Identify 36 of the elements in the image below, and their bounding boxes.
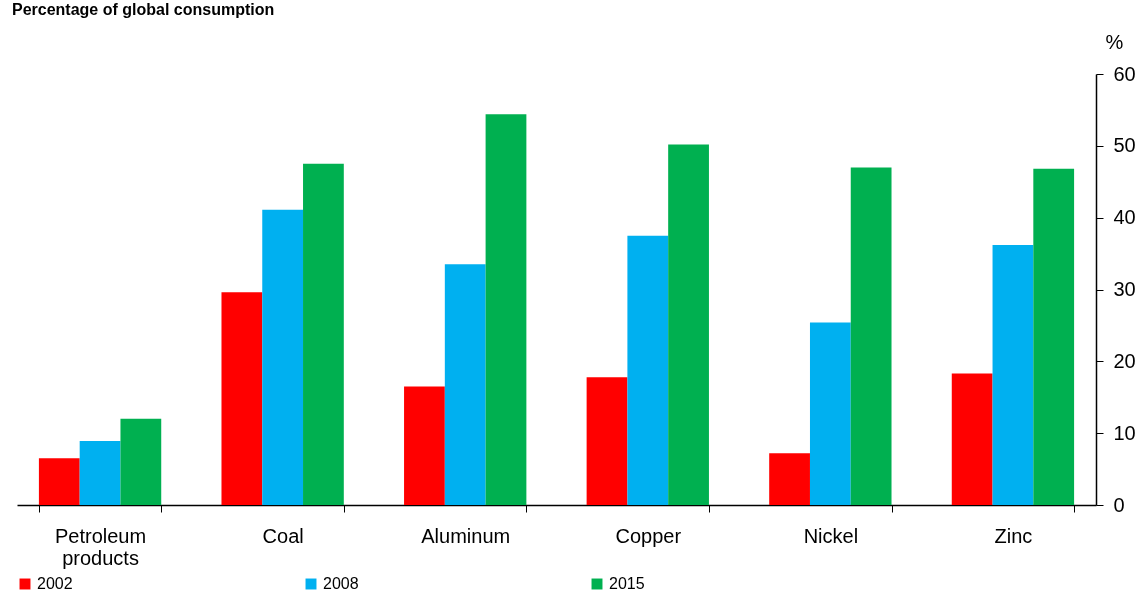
bar bbox=[38, 458, 80, 505]
bar bbox=[485, 114, 527, 505]
bar bbox=[221, 292, 263, 505]
x-tick-label: Copper bbox=[615, 524, 682, 547]
bar bbox=[262, 209, 304, 505]
bar bbox=[992, 244, 1034, 505]
bar bbox=[79, 441, 121, 505]
bar bbox=[951, 373, 993, 505]
y-tick-label: 10 bbox=[1113, 421, 1136, 444]
bar bbox=[303, 163, 344, 505]
y-tick-label: 40 bbox=[1113, 206, 1136, 229]
y-tick-label: 60 bbox=[1113, 62, 1136, 85]
bar bbox=[120, 418, 162, 505]
y-tick-label: 50 bbox=[1113, 134, 1136, 157]
bar bbox=[809, 322, 851, 505]
x-tick-label: Nickel bbox=[803, 524, 859, 547]
bar bbox=[850, 167, 892, 505]
bar bbox=[586, 377, 628, 505]
legend-label: 2015 bbox=[609, 575, 645, 592]
bar bbox=[444, 264, 486, 505]
bar bbox=[668, 144, 709, 505]
x-tick-label: Coal bbox=[262, 524, 304, 547]
bar bbox=[1033, 168, 1075, 505]
y-tick-label: 0 bbox=[1113, 493, 1125, 516]
x-tick-label: Aluminum bbox=[421, 524, 511, 547]
x-tick-label: Petroleum products bbox=[54, 524, 147, 569]
x-tick-label: Zinc bbox=[994, 524, 1033, 547]
bar bbox=[627, 235, 669, 505]
legend-label: 2008 bbox=[323, 575, 359, 592]
legend-label: 2002 bbox=[37, 575, 73, 592]
y-tick-label: 20 bbox=[1113, 349, 1136, 372]
y-tick-label: 30 bbox=[1113, 278, 1136, 300]
bar bbox=[404, 386, 445, 505]
y-axis-title: % bbox=[1105, 30, 1124, 53]
chart-title: Percentage of global consumption bbox=[12, 1, 275, 18]
bar bbox=[769, 453, 810, 505]
